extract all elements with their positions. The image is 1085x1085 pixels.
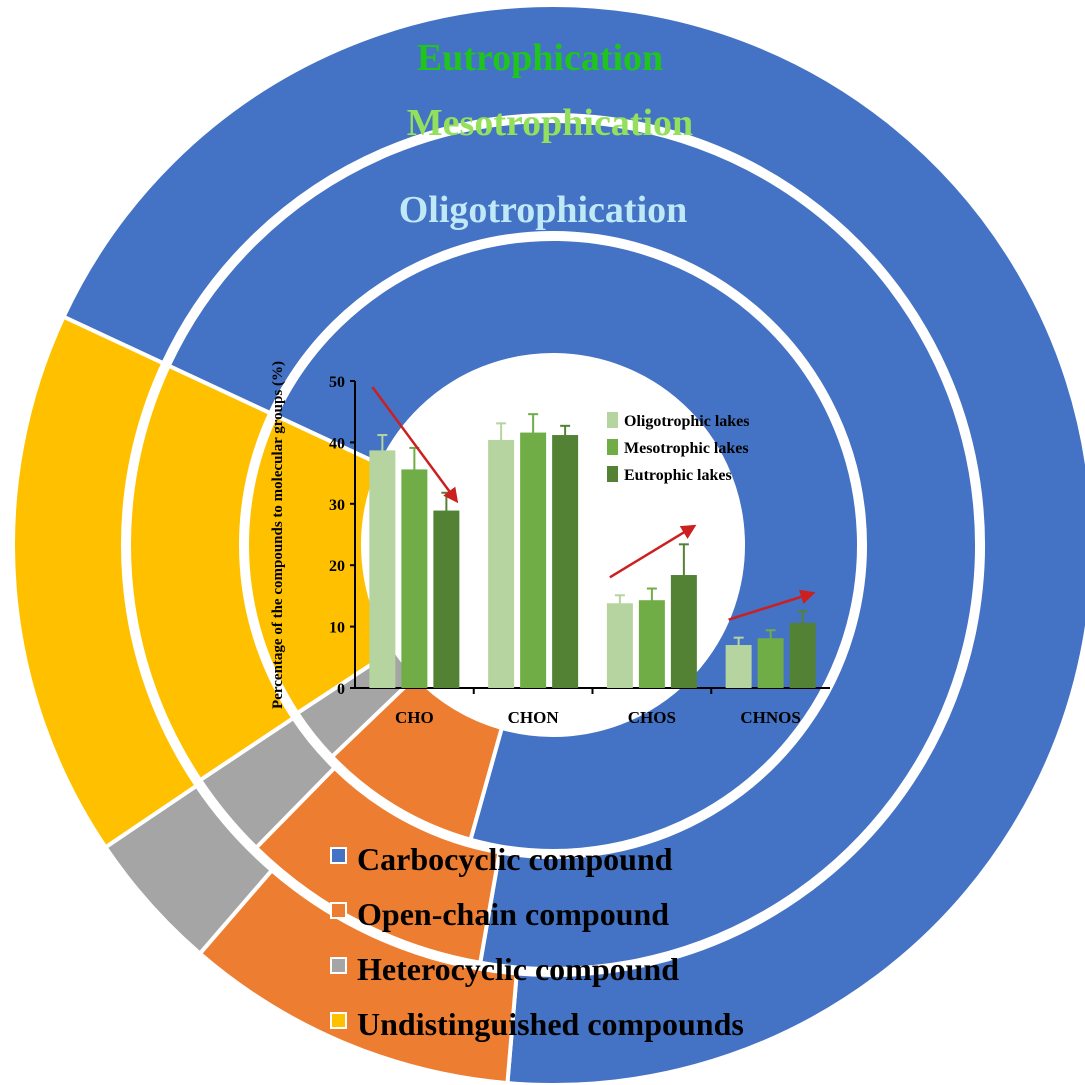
legend-swatch-heterocyclic-compound	[330, 957, 347, 974]
legend-label-oligotrophic-lakes: Oligotrophic lakes	[624, 413, 750, 430]
y-tick-label: 20	[329, 558, 345, 575]
donut-slice-mesotrophication-undistinguished-compounds	[127, 363, 297, 783]
x-tick-label-chon: CHON	[508, 708, 560, 727]
y-tick-label: 40	[329, 435, 345, 452]
trend-arrow-cho	[371, 386, 459, 504]
x-tick-label-chos: CHOS	[628, 708, 676, 727]
bar-chart-marks	[369, 413, 816, 688]
legend-swatch-eutrophic-lakes	[607, 466, 618, 482]
legend-swatch-mesotrophic-lakes	[607, 439, 618, 455]
legend-swatch-carbocyclic-compound	[330, 847, 347, 864]
x-tick-label-chnos: CHNOS	[740, 708, 800, 727]
donut-slice-eutrophication-carbocyclic-compound	[60, 3, 1085, 1085]
bar-chos-oligotrophic-lakes	[606, 603, 633, 688]
donut-slice-eutrophication-undistinguished-compounds	[11, 314, 200, 851]
bar-chart-legend: Oligotrophic lakes Mesotrophic lakes Eutro…	[607, 412, 750, 484]
trend-arrow-chnos	[728, 589, 816, 621]
x-tick-label-cho: CHO	[395, 708, 434, 727]
y-tick-label: 10	[329, 620, 345, 637]
legend-label-carbocyclic-compound: Carbocyclic compound	[357, 841, 673, 877]
donut-slice-oligotrophication-undistinguished-compounds	[245, 413, 398, 716]
nested-donut-chart	[11, 3, 1085, 1085]
donut-slice-oligotrophication-carbocyclic-compound	[273, 237, 861, 853]
donut-legend: Carbocyclic compound Open-chain compound H…	[330, 841, 744, 1042]
bar-chart: 0 10 20 30 40 50 CHO CHON CHOS CHNOS Percentage o…	[270, 361, 830, 727]
ring-title-mesotrophication: Mesotrophication	[407, 102, 693, 144]
legend-label-open-chain-compound: Open-chain compound	[357, 896, 669, 932]
ring-title-eutrophication: Eutrophication	[417, 37, 663, 79]
y-axis-title: Percentage of the compounds to molecular…	[270, 361, 286, 709]
bar-cho-oligotrophic-lakes	[369, 450, 396, 688]
bar-chos-mesotrophic-lakes	[638, 600, 665, 688]
trend-arrow-chos	[609, 524, 697, 579]
legend-label-eutrophic-lakes: Eutrophic lakes	[624, 467, 732, 484]
legend-swatch-oligotrophic-lakes	[607, 412, 618, 428]
donut-slice-mesotrophication-carbocyclic-compound	[166, 119, 979, 971]
y-tick-label: 30	[329, 497, 345, 514]
legend-label-heterocyclic-compound: Heterocyclic compound	[357, 951, 679, 987]
legend-label-undistinguished-compounds: Undistinguished compounds	[357, 1006, 744, 1042]
bar-chon-mesotrophic-lakes	[520, 432, 547, 688]
legend-label-mesotrophic-lakes: Mesotrophic lakes	[624, 440, 749, 457]
trend-arrows	[371, 386, 816, 621]
y-tick-label: 0	[337, 681, 345, 698]
bar-cho-mesotrophic-lakes	[401, 469, 428, 688]
bar-chon-eutrophic-lakes	[552, 435, 579, 688]
bar-cho-eutrophic-lakes	[433, 510, 460, 688]
legend-swatch-undistinguished-compounds	[330, 1012, 347, 1029]
bar-chnos-mesotrophic-lakes	[757, 638, 784, 688]
legend-swatch-open-chain-compound	[330, 902, 347, 919]
ring-title-oligotrophication: Oligotrophication	[399, 189, 688, 231]
y-tick-label: 50	[329, 374, 345, 391]
ring-titles: Eutrophication Mesotrophication Oligotro…	[399, 37, 693, 231]
bar-chon-oligotrophic-lakes	[488, 439, 515, 688]
